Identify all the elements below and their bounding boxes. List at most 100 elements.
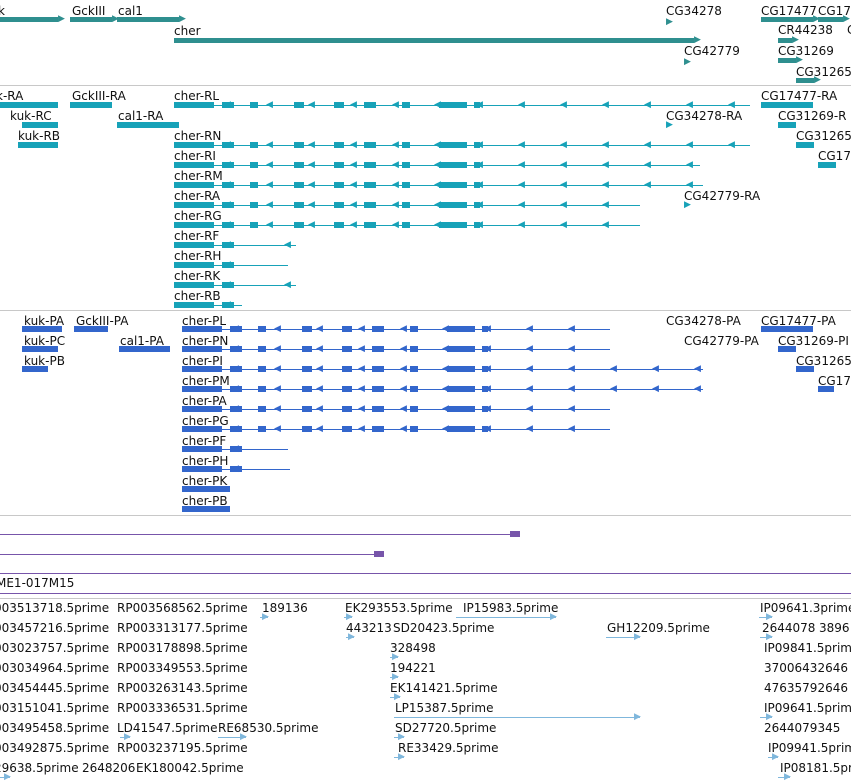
feature-label[interactable]: RP003349553.5prime (117, 661, 248, 675)
feature-label[interactable]: cher-PF (182, 434, 227, 448)
feature-label[interactable]: IP09841.5prime (764, 641, 851, 655)
feature-label[interactable]: 2648206 (82, 761, 136, 775)
feature-label[interactable]: 29638.5prime (0, 761, 79, 775)
transcript-feature[interactable] (761, 326, 813, 332)
feature-label[interactable]: CG42779-PA (684, 334, 759, 348)
gene-feature[interactable] (818, 17, 843, 22)
feature-label[interactable]: kuk-RC (10, 109, 52, 123)
feature-label[interactable]: 003151041.5prime (0, 701, 110, 715)
est-line[interactable] (606, 637, 640, 638)
est-line[interactable] (390, 657, 398, 658)
feature-label[interactable]: CG42779 (684, 44, 740, 58)
feature-label[interactable]: 003513718.5prime (0, 601, 110, 615)
feature-label[interactable]: k-RA (0, 89, 24, 103)
transcript-feature[interactable] (18, 142, 58, 148)
feature-label[interactable]: CG34278-PA (666, 314, 741, 328)
transcript-feature[interactable] (22, 122, 58, 128)
feature-label[interactable]: CG17477 (761, 4, 817, 18)
est-line[interactable] (390, 697, 400, 698)
feature-label[interactable]: cal1-PA (120, 334, 164, 348)
feature-label[interactable]: RP003568562.5prime (117, 601, 248, 615)
intron-line[interactable] (182, 349, 610, 350)
est-line[interactable] (346, 637, 354, 638)
feature-label[interactable]: 47635792646 (764, 681, 848, 695)
est-line[interactable] (218, 737, 246, 738)
feature-label[interactable]: cher-PI (182, 354, 223, 368)
feature-label[interactable]: CG31269-PI (778, 334, 849, 348)
feature-label[interactable]: 443213 (346, 621, 392, 635)
gene-feature[interactable] (778, 58, 796, 63)
feature-label[interactable]: RP003237195.5prime (117, 741, 248, 755)
feature-label[interactable]: IP15983.5prime (463, 601, 559, 615)
transcript-feature[interactable] (119, 346, 170, 352)
feature-label[interactable]: LP15387.5prime (395, 701, 494, 715)
transcript-feature[interactable] (182, 506, 230, 512)
est-line[interactable] (120, 737, 130, 738)
feature-label[interactable]: IP09941.5prime (768, 741, 851, 755)
feature-label[interactable]: 194221 (390, 661, 436, 675)
feature-label[interactable]: cher-PA (182, 394, 227, 408)
gene-feature[interactable] (778, 38, 792, 43)
feature-label[interactable]: 37006432646 (764, 661, 848, 675)
transcript-feature[interactable] (0, 102, 58, 108)
feature-label[interactable]: CG17 (818, 374, 851, 388)
feature-label[interactable]: 003492875.5prime (0, 741, 110, 755)
est-line[interactable] (394, 717, 640, 718)
transcript-feature[interactable] (818, 162, 836, 168)
est-line[interactable] (759, 617, 772, 618)
feature-label[interactable]: cher-RN (174, 129, 222, 143)
feature-label[interactable]: GckIII-PA (76, 314, 129, 328)
purple-feature-line[interactable] (0, 534, 520, 535)
feature-label[interactable]: cher-PB (182, 494, 228, 508)
feature-label[interactable]: cher-RI (174, 149, 216, 163)
feature-label[interactable]: 003034964.5prime (0, 661, 110, 675)
gene-feature[interactable] (0, 17, 58, 22)
intron-line[interactable] (182, 409, 610, 410)
transcript-feature[interactable] (22, 346, 58, 352)
feature-label[interactable]: CG17477-RA (761, 89, 838, 103)
clone-label[interactable]: ME1-017M15 (0, 576, 75, 590)
est-line[interactable] (768, 757, 778, 758)
feature-label[interactable]: 003023757.5prime (0, 641, 110, 655)
feature-label[interactable]: CG34278-RA (666, 109, 743, 123)
purple-feature-line[interactable] (0, 554, 384, 555)
feature-label[interactable]: 003454445.5prime (0, 681, 110, 695)
feature-label[interactable]: RP003263143.5prime (117, 681, 248, 695)
feature-label[interactable]: cher-RM (174, 169, 223, 183)
feature-label[interactable]: cher-PH (182, 454, 229, 468)
gene-feature[interactable] (117, 17, 179, 22)
feature-label[interactable]: cher-RK (174, 269, 221, 283)
feature-label[interactable]: CR44238 (778, 23, 833, 37)
transcript-feature[interactable] (70, 102, 112, 108)
transcript-feature[interactable] (778, 346, 796, 352)
feature-label[interactable]: CG31265 (796, 65, 851, 79)
transcript-feature[interactable] (796, 142, 814, 148)
feature-label[interactable]: GH12209.5prime (607, 621, 710, 635)
est-line[interactable] (344, 617, 352, 618)
feature-label[interactable]: kuk-PA (24, 314, 65, 328)
feature-label[interactable]: RE33429.5prime (398, 741, 499, 755)
transcript-feature[interactable] (22, 326, 62, 332)
intron-line[interactable] (174, 285, 296, 286)
feature-label[interactable]: SD27720.5prime (395, 721, 497, 735)
est-line[interactable] (760, 717, 772, 718)
feature-label[interactable]: kuk-PC (24, 334, 66, 348)
transcript-feature[interactable] (117, 122, 179, 128)
feature-label[interactable]: CG31265 (796, 129, 851, 143)
transcript-feature[interactable] (22, 366, 48, 372)
feature-label[interactable]: CG42779-RA (684, 189, 761, 203)
feature-label[interactable]: RP003336531.5prime (117, 701, 248, 715)
feature-label[interactable]: CG17 (818, 4, 851, 18)
feature-label[interactable]: k (0, 4, 5, 18)
intron-line[interactable] (182, 389, 703, 390)
transcript-feature[interactable] (182, 486, 230, 492)
intron-line[interactable] (182, 369, 703, 370)
feature-label[interactable]: SD20423.5prime (393, 621, 495, 635)
feature-label[interactable]: cher-RH (174, 249, 222, 263)
feature-label[interactable]: cher-PK (182, 474, 228, 488)
feature-label[interactable]: CG17 (818, 149, 851, 163)
est-line[interactable] (390, 677, 398, 678)
intron-line[interactable] (174, 245, 296, 246)
feature-label[interactable]: IP09641.5prime (764, 701, 851, 715)
feature-label[interactable]: IP08181.5prime (780, 761, 851, 775)
